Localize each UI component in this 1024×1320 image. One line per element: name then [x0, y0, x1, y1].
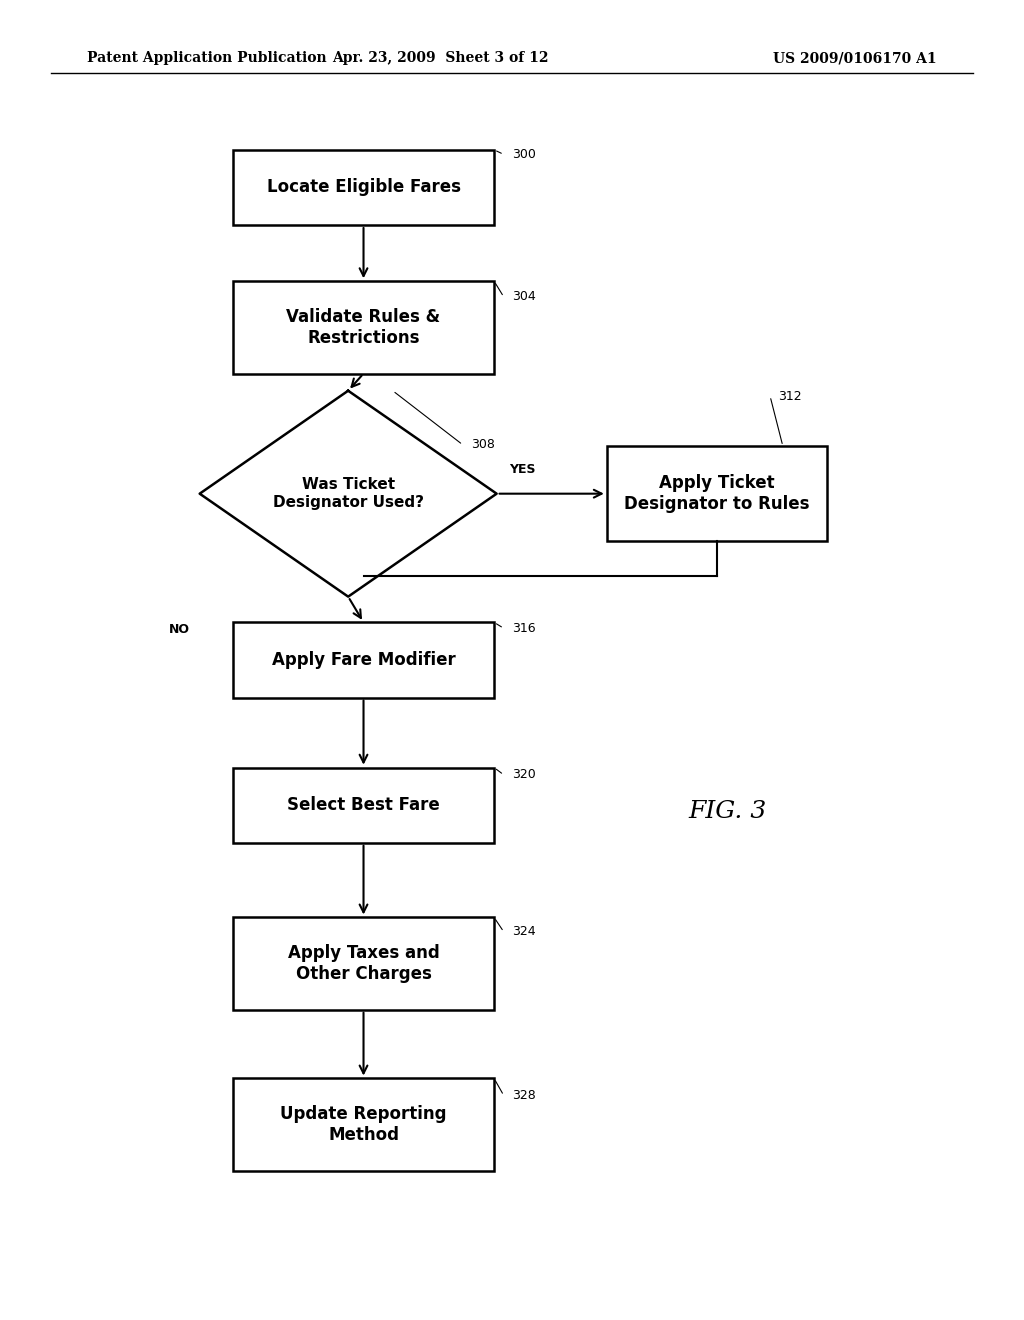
- Bar: [232, 768, 494, 843]
- Text: 324: 324: [512, 925, 536, 939]
- Text: Select Best Fare: Select Best Fare: [287, 796, 440, 814]
- Text: Locate Eligible Fares: Locate Eligible Fares: [266, 178, 461, 197]
- Text: FIG. 3: FIG. 3: [688, 800, 766, 824]
- Text: Was Ticket
Designator Used?: Was Ticket Designator Used?: [272, 478, 424, 510]
- Bar: [232, 149, 494, 224]
- Text: Apply Fare Modifier: Apply Fare Modifier: [271, 651, 456, 669]
- Text: 320: 320: [512, 768, 536, 781]
- Text: 312: 312: [778, 389, 802, 403]
- Text: NO: NO: [168, 623, 189, 636]
- Bar: [232, 281, 494, 374]
- Text: 316: 316: [512, 622, 536, 635]
- Bar: [232, 917, 494, 1010]
- Bar: [606, 446, 826, 541]
- Bar: [232, 623, 494, 697]
- Text: 308: 308: [471, 438, 495, 451]
- Text: Apr. 23, 2009  Sheet 3 of 12: Apr. 23, 2009 Sheet 3 of 12: [332, 51, 549, 65]
- Text: Apply Taxes and
Other Charges: Apply Taxes and Other Charges: [288, 944, 439, 983]
- Bar: [232, 1078, 494, 1171]
- Text: 300: 300: [512, 148, 536, 161]
- Text: Update Reporting
Method: Update Reporting Method: [281, 1105, 446, 1144]
- Text: 304: 304: [512, 290, 536, 304]
- Text: Validate Rules &
Restrictions: Validate Rules & Restrictions: [287, 308, 440, 347]
- Text: 328: 328: [512, 1089, 536, 1102]
- Polygon shape: [200, 391, 497, 597]
- Text: YES: YES: [509, 463, 536, 477]
- Text: US 2009/0106170 A1: US 2009/0106170 A1: [773, 51, 937, 65]
- Text: Apply Ticket
Designator to Rules: Apply Ticket Designator to Rules: [624, 474, 810, 513]
- Text: Patent Application Publication: Patent Application Publication: [87, 51, 327, 65]
